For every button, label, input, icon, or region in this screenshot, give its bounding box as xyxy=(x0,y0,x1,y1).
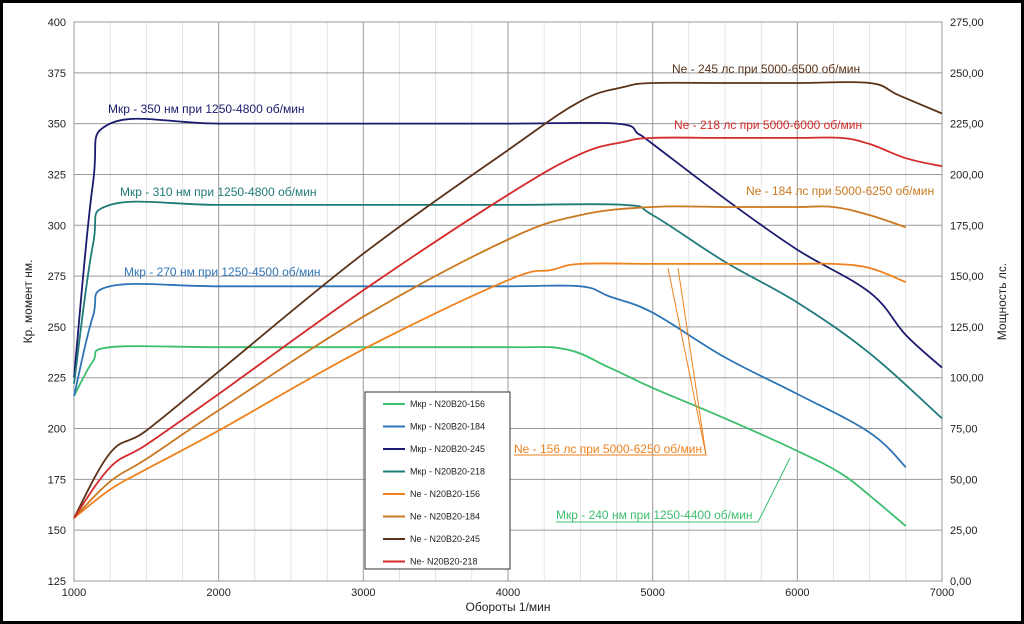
legend-label: Ne - N20B20-184 xyxy=(410,512,480,522)
series-line-2 xyxy=(73,282,907,468)
annotation-label: Мкр - 240 нм при 1250-4400 об/мин xyxy=(556,508,753,522)
legend-label: Мкр - N20B20-245 xyxy=(410,444,485,454)
y-left-tick-label: 175 xyxy=(48,474,66,486)
y-right-tick-label: 125,00 xyxy=(950,322,984,334)
y-left-tick-label: 325 xyxy=(48,169,66,181)
x-tick-label: 5000 xyxy=(640,587,664,599)
y-right-tick-label: 150,00 xyxy=(950,271,984,283)
annotation-leader xyxy=(556,457,791,523)
y-left-tick-label: 300 xyxy=(48,220,66,232)
series-line-5 xyxy=(73,262,907,519)
legend-label: Мкр - N20B20-218 xyxy=(410,467,485,477)
y-right-tick-label: 250,00 xyxy=(950,68,984,80)
series-line-4 xyxy=(73,200,943,420)
y-left-tick-label: 400 xyxy=(48,17,66,29)
annotation-label: Мкр - 350 нм при 1250-4800 об/мин xyxy=(108,102,305,116)
y-left-tick-label: 350 xyxy=(48,119,66,131)
y-left-tick-label: 150 xyxy=(48,525,66,537)
x-tick-label: 1000 xyxy=(62,587,86,599)
y-left-tick-label: 200 xyxy=(48,424,66,436)
y-left-tick-label: 125 xyxy=(48,576,66,588)
legend-label: Мкр - N20B20-184 xyxy=(410,422,485,432)
series-line-8 xyxy=(73,136,943,519)
annotation-leader xyxy=(677,267,707,456)
legend-label: Ne - N20B20-245 xyxy=(410,534,480,544)
x-tick-label: 6000 xyxy=(785,587,809,599)
x-tick-label: 7000 xyxy=(930,587,954,599)
legend-label: Ne - N20B20-156 xyxy=(410,489,480,499)
annotation-label: Ne - 245 лс при 5000-6500 об/мин xyxy=(672,62,860,76)
annotation-label: Ne - 156 лс при 5000-6250 об/мин xyxy=(514,442,702,456)
y-right-tick-label: 225,00 xyxy=(950,119,984,131)
annotation-label: Ne - 184 лс при 5000-6250 об/мин xyxy=(746,184,934,198)
y-right-tick-label: 0,00 xyxy=(950,576,971,588)
y-left-tick-label: 275 xyxy=(48,271,66,283)
y-right-tick-label: 275,00 xyxy=(950,17,984,29)
legend-label: Мкр - N20B20-156 xyxy=(410,399,485,409)
y-right-tick-label: 75,00 xyxy=(950,424,978,436)
series-line-6 xyxy=(73,205,907,519)
y-right-tick-label: 175,00 xyxy=(950,220,984,232)
x-axis-title: Обороты 1/мин xyxy=(465,600,550,614)
series-line-3 xyxy=(73,117,943,378)
series-line-7 xyxy=(73,81,943,519)
y-left-axis-title: Кр. момент нм. xyxy=(21,260,35,344)
y-right-tick-label: 25,00 xyxy=(950,525,978,537)
y-left-tick-label: 250 xyxy=(48,322,66,334)
annotation-label: Мкр - 310 нм при 1250-4800 об/мин xyxy=(120,185,317,199)
series-line-1 xyxy=(73,345,907,527)
y-left-tick-label: 225 xyxy=(48,373,66,385)
y-right-tick-label: 50,00 xyxy=(950,474,978,486)
annotation-label: Мкр - 270 нм при 1250-4500 об/мин xyxy=(124,265,321,279)
legend-label: Ne- N20B20-218 xyxy=(410,557,478,567)
y-left-tick-label: 375 xyxy=(48,68,66,80)
annotation-label: Ne - 218 лс при 5000-6000 об/мин xyxy=(674,118,862,132)
y-right-tick-label: 100,00 xyxy=(950,373,984,385)
x-tick-label: 2000 xyxy=(206,587,230,599)
x-tick-label: 3000 xyxy=(351,587,375,599)
x-tick-label: 4000 xyxy=(496,587,520,599)
y-right-tick-label: 200,00 xyxy=(950,169,984,181)
y-right-axis-title: Мощность лс. xyxy=(995,263,1009,340)
